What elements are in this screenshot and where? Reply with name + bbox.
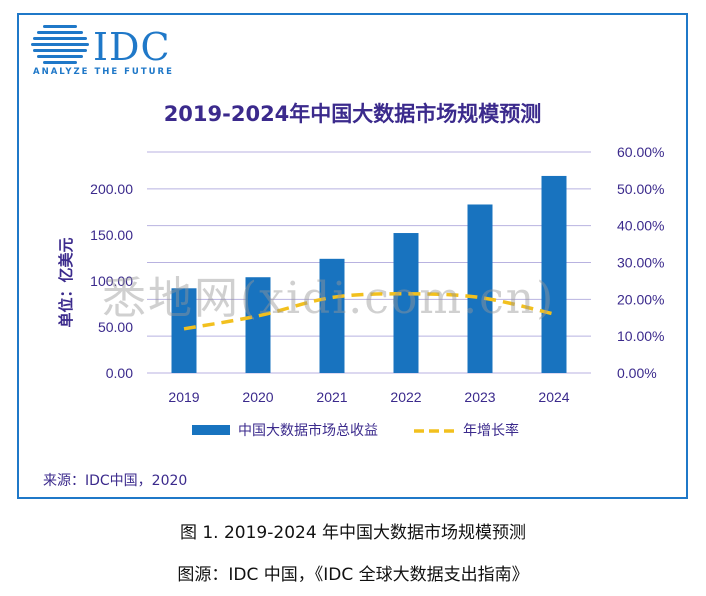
x-tick-label: 2023 — [464, 389, 495, 405]
y-tick-label: 100.00 — [90, 273, 133, 289]
y2-tick-label: 40.00% — [617, 218, 664, 234]
bar — [393, 233, 419, 373]
x-tick-label: 2019 — [168, 389, 199, 405]
bar — [541, 175, 567, 373]
y-axis-label: 单位：亿美元 — [57, 237, 75, 327]
y-tick-label: 200.00 — [90, 181, 133, 197]
bar — [245, 277, 271, 373]
logo-wordmark: IDC — [93, 25, 171, 69]
x-tick-label: 2021 — [316, 389, 347, 405]
logo-tagline: ANALYZE THE FUTURE — [33, 67, 174, 77]
y2-tick-label: 10.00% — [617, 328, 664, 344]
legend-bar-swatch — [192, 425, 230, 435]
y-tick-label: 150.00 — [90, 227, 133, 243]
growth-rate-line — [183, 292, 555, 331]
figure-source-caption: 图源：IDC 中国，《IDC 全球大数据支出指南》 — [177, 565, 529, 585]
idc-globe-icon — [31, 25, 89, 64]
chart-frame: IDC ANALYZE THE FUTURE 2019-2024年中国大数据市场… — [17, 13, 688, 499]
y-tick-label: 0.00 — [106, 365, 133, 381]
x-tick-label: 2020 — [242, 389, 273, 405]
x-tick-label: 2022 — [390, 389, 421, 405]
y2-tick-label: 30.00% — [617, 255, 664, 271]
y-tick-label: 50.00 — [98, 319, 133, 335]
x-tick-label: 2024 — [538, 389, 569, 405]
watermark: 悉地网(xidi.com.cn) — [102, 273, 556, 324]
legend-line-label: 年增长率 — [463, 422, 519, 439]
source-note: 来源：IDC中国，2020 — [43, 473, 188, 489]
bar — [319, 258, 345, 373]
y2-tick-label: 20.00% — [617, 291, 664, 307]
chart-canvas: 0.00% 10.00% 20.00% 30.00% 40.00% 50.00% 60.00… — [57, 144, 664, 439]
y2-tick-label: 50.00% — [617, 181, 664, 197]
bar — [171, 288, 197, 373]
y2-tick-label: 0.00% — [617, 365, 657, 381]
figure-caption: 图 1. 2019-2024 年中国大数据市场规模预测 — [179, 523, 527, 543]
idc-logo: IDC ANALYZE THE FUTURE — [29, 21, 199, 83]
y2-tick-label: 60.00% — [617, 144, 664, 160]
chart-title: 2019-2024年中国大数据市场规模预测 — [163, 102, 542, 126]
legend-bar-label: 中国大数据市场总收益 — [238, 422, 378, 439]
bar — [467, 204, 493, 373]
